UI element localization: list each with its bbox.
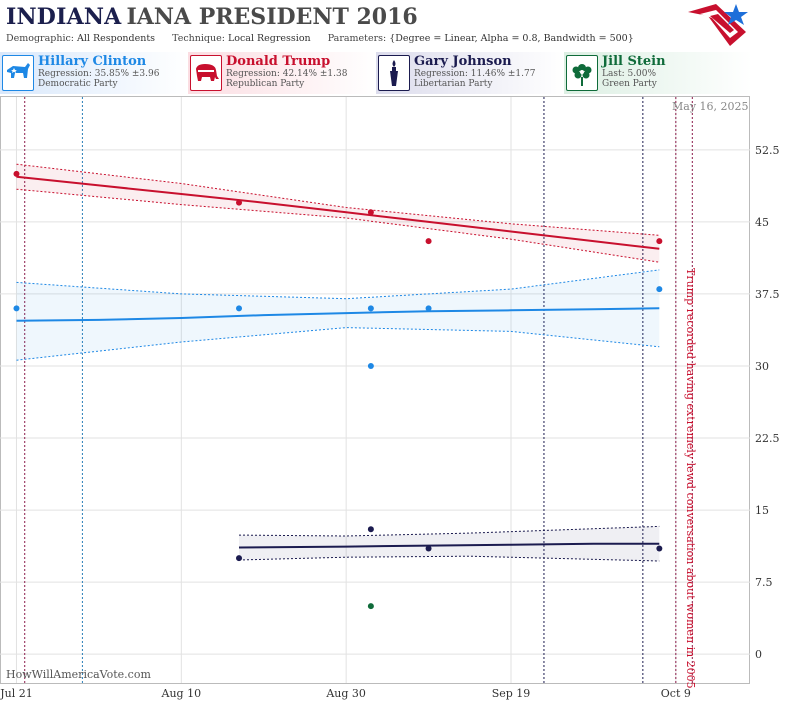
flower-icon	[566, 55, 598, 91]
poll-point	[13, 305, 20, 312]
candidate-name: Jill Stein	[602, 54, 666, 69]
band-lower-line	[238, 555, 660, 562]
band-lower-line	[16, 327, 660, 361]
poll-point	[656, 286, 663, 293]
band-upper-line	[16, 269, 660, 300]
confidence-band	[16, 269, 660, 361]
y-tick-label: 52.5	[755, 144, 780, 157]
title-race: IANA PRESIDENT 2016	[126, 4, 418, 30]
y-tick-label: 22.5	[755, 432, 780, 445]
donkey-icon	[2, 55, 34, 91]
candidate-stat: Last: 5.00%	[602, 69, 657, 79]
parameters-value[interactable]: {Degree = Linear, Alpha = 0.8, Bandwidth…	[389, 33, 634, 44]
poll-point	[425, 305, 432, 312]
poll-point	[367, 526, 374, 533]
y-tick-label: 7.5	[755, 576, 773, 589]
candidate-stat: Regression: 42.14% ±1.38	[226, 69, 348, 79]
y-tick-label: 37.5	[755, 288, 780, 301]
demographic-label: Demographic:	[6, 33, 75, 44]
demographic-value[interactable]: All Respondents	[77, 33, 156, 44]
y-tick-label: 45	[755, 216, 769, 229]
confidence-bands-layer	[16, 163, 660, 562]
y-tick-label: 0	[755, 648, 762, 661]
candidate-party: Republican Party	[226, 79, 305, 89]
star-flag-logo-icon[interactable]	[686, 2, 752, 48]
poll-point	[656, 238, 663, 245]
confidence-band	[239, 526, 660, 561]
band-lower-line	[16, 188, 660, 263]
poll-points-layer	[13, 170, 663, 610]
x-tick-label: Sep 19	[492, 687, 531, 700]
event-annotation: Trump recorded having extremely lewd con…	[684, 268, 697, 689]
trend-line	[238, 542, 660, 549]
technique-label: Technique:	[172, 33, 225, 44]
band-upper-line	[16, 163, 660, 236]
legend-item-johnson[interactable]: Gary Johnson Regression: 11.46% ±1.77 Li…	[376, 52, 564, 94]
candidate-stat: Regression: 11.46% ±1.77	[414, 69, 536, 79]
candidate-party: Libertarian Party	[414, 79, 493, 89]
band-upper-line	[238, 525, 660, 537]
poll-point	[656, 545, 663, 552]
trend-line	[16, 175, 660, 250]
parameters-label: Parameters:	[327, 33, 387, 44]
y-tick-label: 30	[755, 360, 769, 373]
trend-lines-layer	[16, 175, 660, 549]
poll-point	[367, 209, 374, 216]
x-tick-label: Jul 21	[0, 687, 33, 700]
y-tick-label: 15	[755, 504, 769, 517]
candidate-party: Democratic Party	[38, 79, 118, 89]
legend-item-trump[interactable]: Donald Trump Regression: 42.14% ±1.38 Re…	[188, 52, 376, 94]
candidate-stat: Regression: 35.85% ±3.96	[38, 69, 160, 79]
candidate-name: Donald Trump	[226, 54, 331, 69]
poll-point	[236, 199, 243, 206]
x-tick-label: Oct 9	[661, 687, 691, 700]
candidate-party: Green Party	[602, 79, 657, 89]
legend-item-stein[interactable]: Jill Stein Last: 5.00% Green Party	[564, 52, 752, 94]
poll-point	[425, 545, 432, 552]
legend-item-clinton[interactable]: Hillary Clinton Regression: 35.85% ±3.96…	[0, 52, 188, 94]
plot-frame	[0, 96, 750, 684]
poll-point	[367, 362, 374, 369]
candidate-name: Gary Johnson	[414, 54, 512, 69]
poll-point	[13, 170, 20, 177]
date-stamp: May 16, 2025	[672, 100, 749, 113]
trend-line	[16, 307, 660, 322]
poll-point	[367, 305, 374, 312]
parameters-row: Demographic: All Respondents Technique: Lo…	[6, 33, 648, 44]
candidate-legend: Hillary Clinton Regression: 35.85% ±3.96…	[0, 52, 752, 94]
poll-point	[425, 238, 432, 245]
event-lines-layer	[24, 97, 693, 683]
title-state: INDIANA	[6, 4, 122, 30]
axis-labels-layer: 0 7.5 15 22.5 30 37.5 45 52.5 Jul 21 Aug 10 Aug 30…	[0, 144, 780, 700]
candidate-name: Hillary Clinton	[38, 54, 147, 69]
annotation-layer: Trump recorded having extremely lewd con…	[684, 268, 697, 689]
poll-point	[367, 603, 374, 610]
poll-point	[236, 305, 243, 312]
technique-value[interactable]: Local Regression	[227, 33, 311, 44]
watermark[interactable]: HowWillAmericaVote.com	[6, 668, 151, 681]
x-tick-label: Aug 10	[161, 687, 202, 700]
page-title: INDIANA IANA PRESIDENT 2016	[6, 4, 418, 30]
x-tick-label: Aug 30	[325, 687, 366, 700]
confidence-band	[16, 164, 660, 263]
torch-icon	[378, 55, 410, 91]
poll-point	[236, 555, 243, 562]
elephant-icon	[190, 55, 222, 91]
